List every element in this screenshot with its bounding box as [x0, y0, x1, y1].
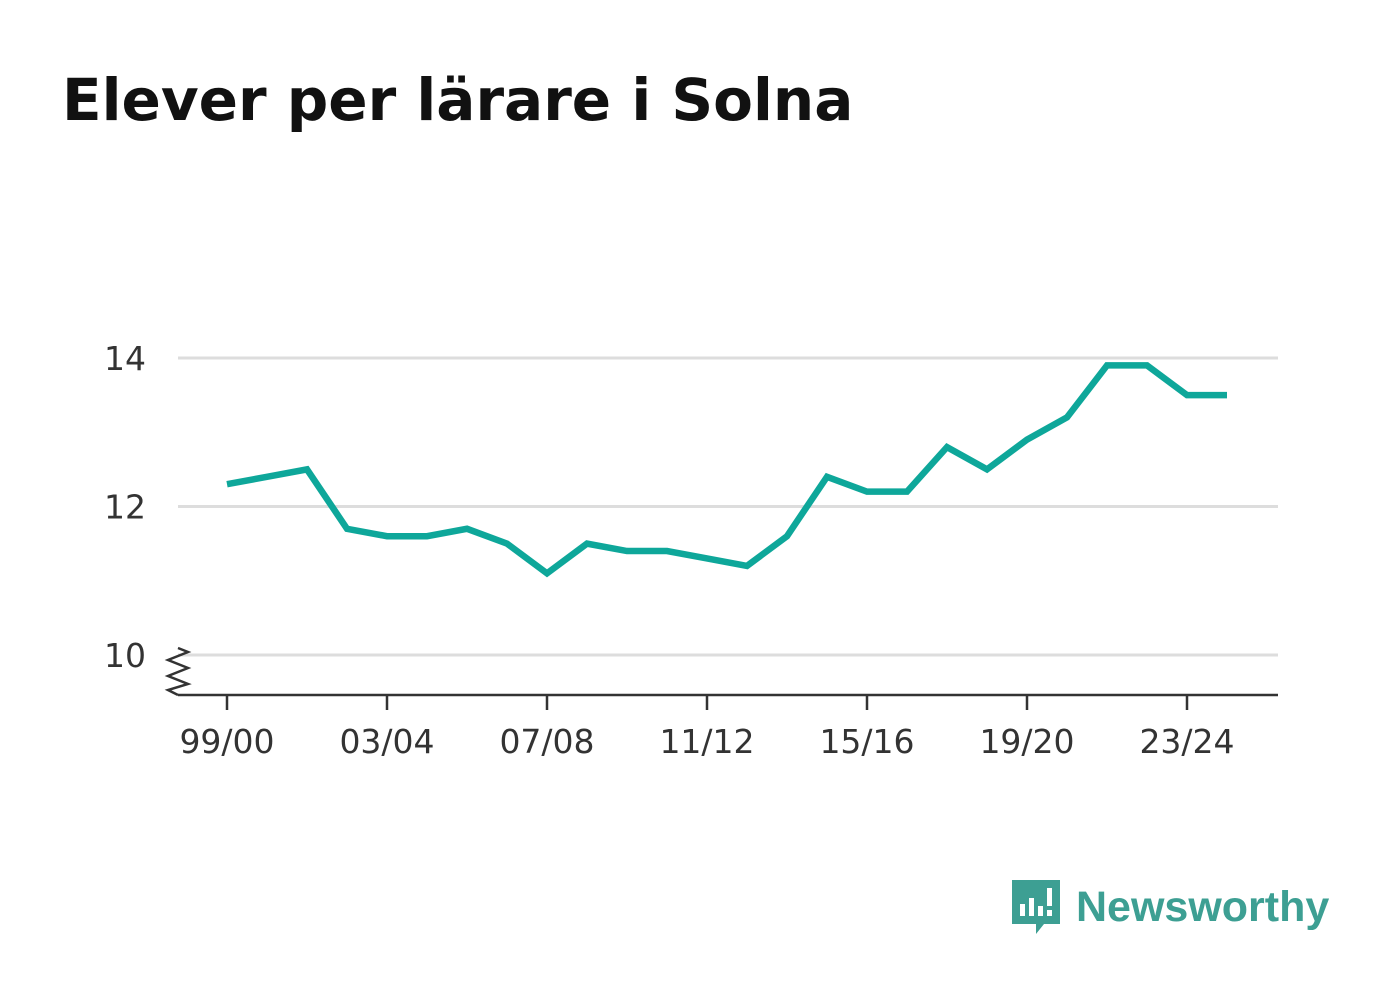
- x-axis-tick-labels: 99/00 03/04 07/08 11/12 15/16 19/20 23/24: [179, 695, 1235, 761]
- newsworthy-brand: Newsworthy: [1010, 876, 1329, 938]
- y-axis-tick-labels: 10 12 14: [104, 339, 146, 675]
- y-tick-label: 14: [104, 339, 146, 378]
- x-tick-label: 07/08: [499, 722, 594, 761]
- chart-title: Elever per lärare i Solna: [62, 66, 854, 134]
- brand-name: Newsworthy: [1076, 883, 1330, 931]
- series-layer: [226, 362, 1227, 578]
- x-tick-label: 15/16: [819, 722, 914, 761]
- x-axis: [164, 646, 1278, 697]
- y-tick-label: 12: [104, 488, 146, 527]
- x-tick-label: 11/12: [659, 722, 754, 761]
- x-tick-label: 23/24: [1139, 722, 1234, 761]
- grid-lines: [178, 356, 1278, 657]
- x-tick-label: 99/00: [179, 722, 274, 761]
- newsworthy-logo-icon: [1012, 880, 1060, 934]
- x-tick-label: 19/20: [979, 722, 1074, 761]
- x-tick-label: 03/04: [339, 722, 434, 761]
- y-axis-break-symbol: [164, 646, 192, 697]
- series-line: [226, 362, 1227, 578]
- y-tick-label: 10: [104, 636, 146, 675]
